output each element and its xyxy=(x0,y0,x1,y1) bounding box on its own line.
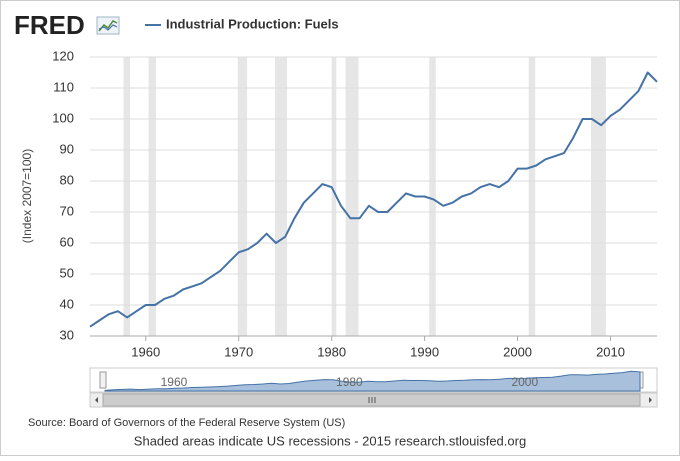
recession xyxy=(123,57,130,336)
x-tick-label: 2010 xyxy=(596,344,625,359)
y-tick-label: 30 xyxy=(60,327,74,342)
navigator-tick-label: 2000 xyxy=(511,375,538,389)
y-tick-label: 60 xyxy=(60,234,74,249)
scrollbar[interactable] xyxy=(89,392,658,408)
note: Shaded areas indicate US recessions - 20… xyxy=(134,433,526,448)
x-tick-label: 1970 xyxy=(224,344,253,359)
logo: FRED xyxy=(14,10,85,40)
navigator[interactable] xyxy=(89,367,658,393)
y-tick-label: 110 xyxy=(53,79,74,94)
x-tick-label: 1960 xyxy=(131,344,160,359)
y-tick-label: 50 xyxy=(60,265,74,280)
series-line xyxy=(89,71,658,328)
recession xyxy=(274,57,288,336)
recession xyxy=(429,57,436,336)
y-tick-label: 100 xyxy=(52,110,74,125)
recession xyxy=(331,57,337,336)
x-tick-label: 1990 xyxy=(410,344,439,359)
y-tick-label: 40 xyxy=(60,296,74,311)
recession xyxy=(528,57,536,336)
recession xyxy=(148,57,156,336)
recession xyxy=(237,57,248,336)
x-tick-label: 2000 xyxy=(503,344,532,359)
recession xyxy=(345,57,359,336)
navigator-area xyxy=(104,370,641,392)
navigator-tick-label: 1960 xyxy=(161,375,188,389)
y-axis-label: (Index 2007=100) xyxy=(20,149,34,243)
y-tick-label: 70 xyxy=(60,203,74,218)
logo-icon xyxy=(96,16,120,35)
legend-label: Industrial Production: Fuels xyxy=(166,16,339,31)
x-tick-label: 1980 xyxy=(317,344,346,359)
y-tick-label: 90 xyxy=(60,141,74,156)
source: Source: Board of Governors of the Federa… xyxy=(28,417,345,429)
recession xyxy=(591,57,606,336)
nav-handle[interactable] xyxy=(99,371,107,389)
y-tick-label: 120 xyxy=(52,48,74,63)
navigator-tick-label: 1980 xyxy=(336,375,363,389)
y-tick-label: 80 xyxy=(60,172,74,187)
